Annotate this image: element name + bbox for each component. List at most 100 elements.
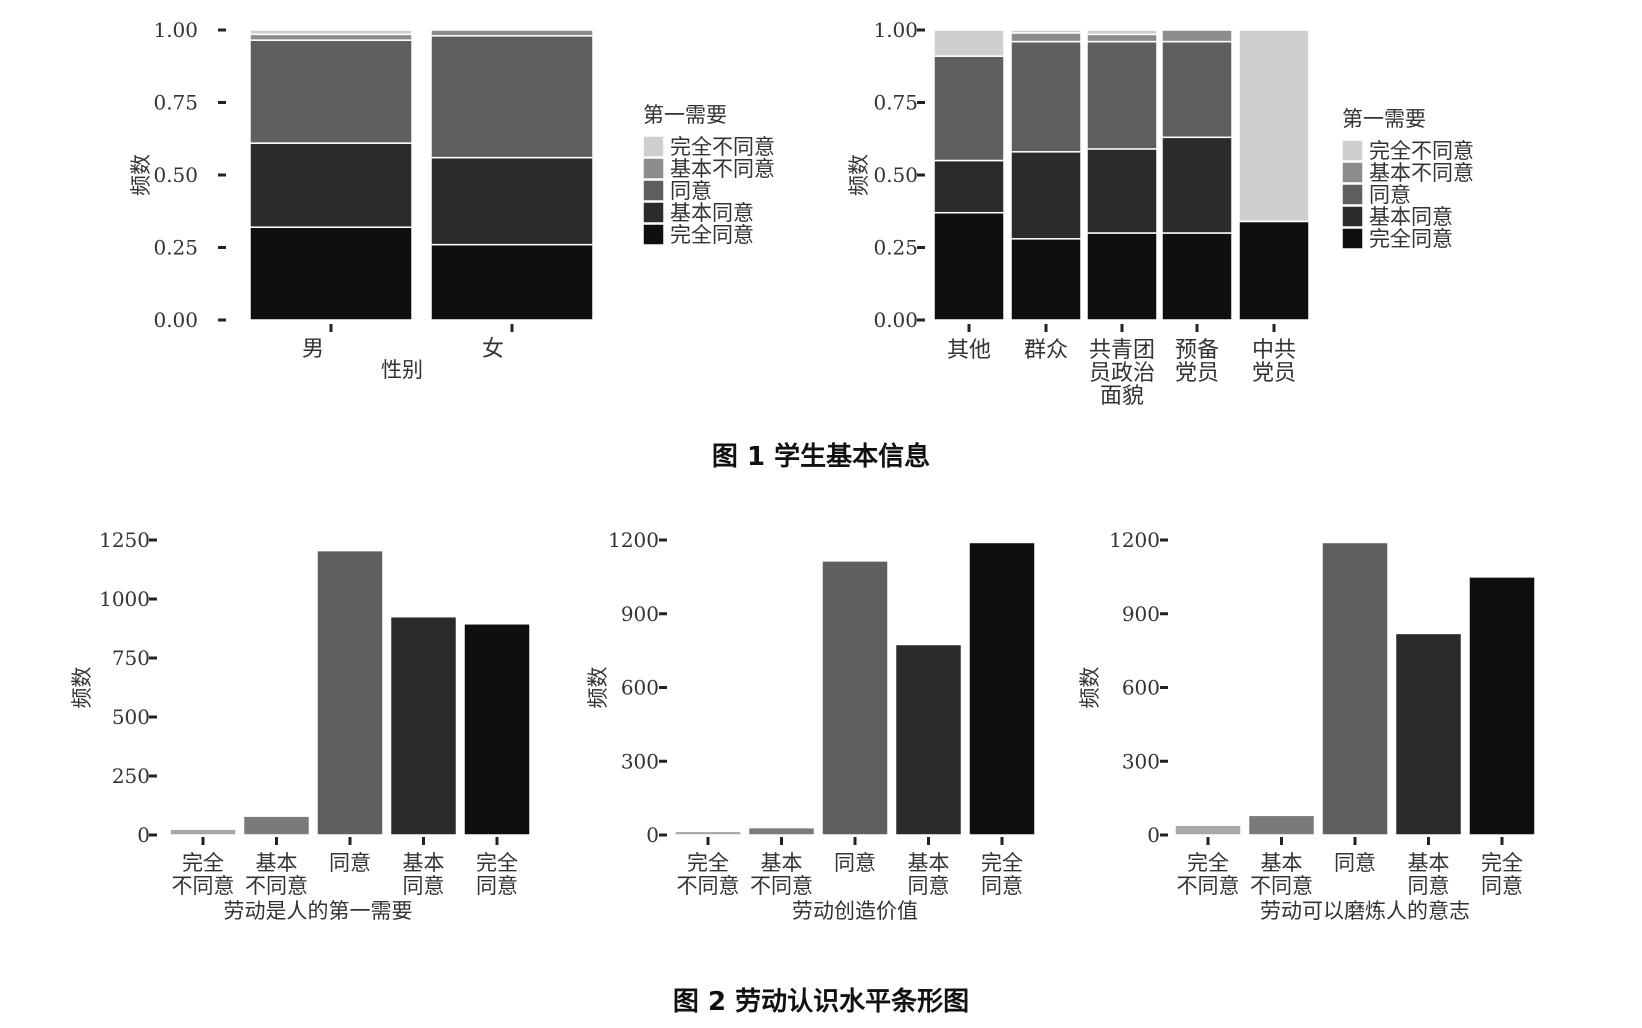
gender-legend-swatch <box>642 201 665 224</box>
politics-bar-segment <box>1010 238 1082 321</box>
fig2-chart-3-x-tick-label: 不同意 <box>1177 874 1240 898</box>
gender-bar-segment <box>249 142 413 228</box>
gender-bar-segment <box>430 156 594 246</box>
fig2-chart-1-x-tick-label: 同意 <box>329 851 371 875</box>
gender-x-axis-label: 性别 <box>381 358 423 382</box>
politics-x-tick-label: 共青团 <box>1089 338 1155 363</box>
fig2-chart-3-y-tick-label: 1200 <box>1109 528 1160 552</box>
politics-bar-segment <box>1086 232 1158 321</box>
gender-legend-swatch <box>642 223 665 246</box>
politics-legend-label: 基本同意 <box>1369 205 1453 229</box>
gender-legend-label: 完全同意 <box>670 223 754 247</box>
fig2-chart-2-bar <box>821 560 889 836</box>
fig2-chart-3-x-tick-label: 基本 <box>1408 851 1450 875</box>
fig2-chart-1-x-axis-label: 劳动是人的第一需要 <box>224 899 413 923</box>
gender-bar-segment <box>430 29 594 37</box>
fig2-chart-3-y-tick-label: 0 <box>1147 823 1160 847</box>
politics-y-tick-label: 0.50 <box>873 163 918 187</box>
politics-bar-segment <box>1161 136 1233 234</box>
politics-x-tick-label: 中共 <box>1252 338 1296 363</box>
politics-bar-segment <box>1010 40 1082 153</box>
fig2-chart-1-y-tick-label: 0 <box>137 823 150 847</box>
fig2-chart-2-x-tick-label: 不同意 <box>677 874 740 898</box>
politics-x-tick-label: 预备 <box>1175 338 1219 363</box>
politics-bar-segment <box>1086 33 1158 43</box>
politics-bar-segment <box>933 159 1005 214</box>
politics-legend-label: 完全不同意 <box>1369 139 1474 163</box>
fig2-chart-3-y-axis-label: 频数 <box>1078 667 1102 709</box>
politics-bar-segment <box>933 55 1005 162</box>
fig2-chart-3-x-tick-label: 基本 <box>1261 851 1303 875</box>
politics-legend-swatch <box>1341 183 1364 206</box>
fig2-chart-1-bar <box>169 828 237 836</box>
gender-y-axis-label: 频数 <box>129 154 153 196</box>
politics-x-tick-label: 党员 <box>1252 361 1296 386</box>
gender-legend-label: 基本不同意 <box>670 157 775 181</box>
politics-bar-segment <box>1086 29 1158 36</box>
politics-bar-segment <box>1161 29 1233 43</box>
politics-bar-segment <box>1086 148 1158 234</box>
fig2-chart-2-y-tick-label: 0 <box>646 823 659 847</box>
fig2-chart-3-x-axis-label: 劳动可以磨炼人的意志 <box>1260 899 1470 923</box>
politics-bar-segment <box>1161 232 1233 321</box>
politics-chart: 其他 群众 共青团员政治面貌预备党员中共党员0.000.250.500.751.00… <box>847 18 1474 409</box>
fig2-chart-1-x-tick-label: 完全 <box>476 851 518 875</box>
fig2-chart-3-bar <box>1321 541 1389 836</box>
fig2-chart-1-x-tick-label: 不同意 <box>172 874 235 898</box>
fig2-chart-3-x-tick-label: 完全 <box>1187 851 1229 875</box>
fig2-chart-2-x-tick-label: 完全 <box>687 851 729 875</box>
fig2-chart-2-x-axis-label: 劳动创造价值 <box>792 899 918 923</box>
gender-legend-label: 基本同意 <box>670 201 754 225</box>
fig2-chart-2-x-tick-label: 同意 <box>981 874 1023 898</box>
gender-y-tick-label: 0.50 <box>153 163 198 187</box>
fig2-chart-3-x-tick-label: 同意 <box>1334 851 1376 875</box>
politics-legend-label: 同意 <box>1369 183 1411 207</box>
fig2-chart-1-y-tick-label: 1000 <box>99 587 150 611</box>
fig2-chart-2-y-tick-label: 600 <box>621 676 659 700</box>
fig2-chart-1-x-tick-label: 同意 <box>403 874 445 898</box>
politics-legend-swatch <box>1341 227 1364 250</box>
fig2-chart-1-x-tick-label: 同意 <box>476 874 518 898</box>
gender-bar-segment <box>249 33 413 41</box>
fig2-chart-1-y-tick-label: 1250 <box>99 528 150 552</box>
politics-x-tick-label: 员政治 <box>1089 361 1155 386</box>
gender-legend-swatch <box>642 135 665 158</box>
fig2-chart-2-y-axis-label: 频数 <box>586 667 610 709</box>
fig2-chart-2-x-tick-label: 基本 <box>908 851 950 875</box>
politics-x-tick-label: 面貌 <box>1100 384 1144 409</box>
politics-legend-swatch <box>1341 161 1364 184</box>
politics-legend-swatch <box>1341 139 1364 162</box>
fig2-chart-2-y-tick-label: 900 <box>621 602 659 626</box>
fig2-chart-1-y-tick-label: 250 <box>112 764 150 788</box>
fig2-chart-3-y-tick-label: 900 <box>1122 602 1160 626</box>
politics-bar-segment <box>933 211 1005 321</box>
gender-legend-label: 完全不同意 <box>670 135 775 159</box>
gender-bar-segment <box>249 39 413 144</box>
fig2-chart-2-x-tick-label: 同意 <box>834 851 876 875</box>
politics-legend-title: 第一需要 <box>1342 107 1426 131</box>
fig2-chart-2-y-tick-label: 300 <box>621 749 659 773</box>
gender-bar-segment <box>430 243 594 321</box>
politics-bar-segment <box>1010 32 1082 43</box>
politics-bar-segment <box>1010 151 1082 240</box>
politics-bar-segment <box>1161 40 1233 139</box>
gender-y-tick-label: 1.00 <box>153 18 198 42</box>
gender-bar-segment <box>249 226 413 321</box>
fig2-chart-3-bar <box>1468 576 1536 836</box>
fig2-chart-3-x-tick-label: 不同意 <box>1250 874 1313 898</box>
fig2-chart-3-bar <box>1174 824 1242 836</box>
fig2-chart-2-bar <box>674 830 742 836</box>
fig2-chart-2-x-tick-label: 同意 <box>908 874 950 898</box>
politics-legend-label: 基本不同意 <box>1369 161 1474 185</box>
fig2-chart-3-x-tick-label: 同意 <box>1481 874 1523 898</box>
gender-y-tick-label: 0.75 <box>153 91 198 115</box>
fig2-chart-2-bar <box>894 643 963 836</box>
politics-bar-segment <box>1086 40 1158 150</box>
fig2-chart-1-x-tick-label: 不同意 <box>245 874 308 898</box>
gender-legend-title: 第一需要 <box>643 103 727 127</box>
gender-bar-segment <box>249 29 413 36</box>
